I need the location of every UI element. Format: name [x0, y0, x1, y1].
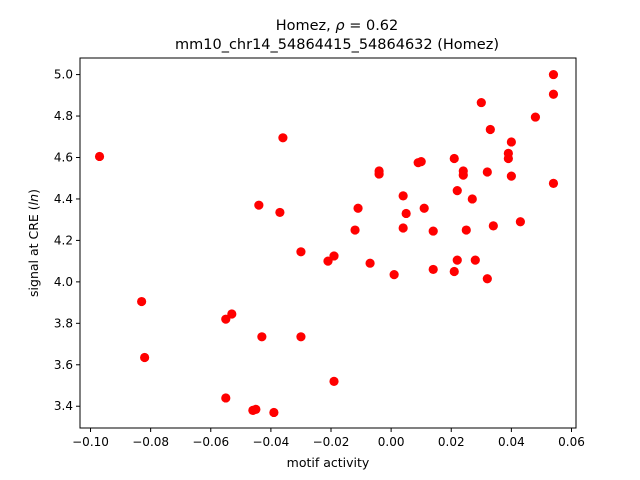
data-point — [94, 151, 105, 162]
data-point — [482, 167, 492, 177]
y-tick-label: 4.2 — [54, 233, 73, 247]
data-point — [353, 203, 363, 213]
y-tick-label: 4.0 — [54, 275, 73, 289]
data-point — [428, 226, 438, 236]
x-tick-label: 0.06 — [558, 435, 585, 449]
x-tick-label: −0.08 — [132, 435, 169, 449]
y-tick-label: 4.4 — [54, 192, 73, 206]
data-point — [329, 251, 339, 261]
data-points — [94, 69, 559, 418]
x-axis-ticks: −0.10 −0.08 −0.06 −0.04 −0.02 0.00 0.02 0.04 0.0… — [72, 428, 585, 449]
data-point — [389, 270, 399, 280]
data-point — [548, 89, 559, 99]
data-point — [140, 352, 150, 363]
data-point — [482, 274, 492, 284]
chart-title-rho: ρ — [335, 18, 345, 34]
data-point — [449, 153, 459, 164]
chart-title-line1: Homez, ρ = 0.62 — [276, 18, 399, 34]
x-tick-label: 0.00 — [378, 435, 405, 449]
data-point — [278, 133, 288, 143]
data-point — [449, 266, 459, 277]
x-tick-label: −0.02 — [313, 435, 350, 449]
y-tick-label: 3.6 — [54, 358, 73, 372]
y-tick-label: 3.8 — [54, 316, 73, 330]
data-point — [257, 332, 267, 342]
data-point — [467, 194, 477, 204]
data-point — [452, 186, 462, 196]
data-point — [548, 178, 559, 189]
data-point — [458, 170, 468, 180]
data-point — [398, 223, 408, 233]
data-point — [296, 332, 306, 342]
data-point — [530, 112, 541, 122]
data-point — [254, 200, 264, 210]
data-point — [416, 157, 426, 167]
data-point — [401, 208, 411, 219]
data-point — [251, 404, 261, 414]
data-point — [269, 407, 279, 418]
data-point — [428, 264, 438, 275]
x-axis-label: motif activity — [287, 455, 370, 470]
x-tick-label: −0.10 — [72, 435, 109, 449]
chart-title-line2: mm10_chr14_54864415_54864632 (Homez) — [175, 37, 499, 53]
x-tick-label: −0.04 — [252, 435, 289, 449]
data-point — [221, 393, 231, 403]
y-tick-label: 4.8 — [54, 109, 73, 123]
y-tick-label: 5.0 — [54, 68, 73, 82]
data-point — [323, 256, 333, 266]
y-axis-label-italic: ln — [26, 194, 41, 205]
y-axis-ticks: 3.4 3.6 3.8 4.0 4.2 4.4 4.6 4.8 5.0 — [54, 68, 80, 413]
data-point — [137, 296, 147, 307]
data-point — [275, 207, 285, 218]
chart-title-rho-value: = 0.62 — [345, 18, 399, 34]
data-point — [485, 124, 495, 135]
data-point — [227, 309, 237, 319]
data-point — [503, 148, 513, 158]
y-axis-label-suffix: ) — [26, 189, 41, 194]
data-point — [329, 376, 339, 386]
data-point — [398, 191, 408, 201]
y-axis-label-prefix: signal at CRE ( — [26, 205, 41, 297]
x-tick-label: −0.06 — [192, 435, 229, 449]
data-point — [374, 169, 384, 179]
y-tick-label: 3.4 — [54, 399, 73, 413]
plot-frame — [79, 57, 577, 429]
data-point — [548, 69, 559, 80]
data-point — [452, 255, 462, 265]
y-tick-label: 4.6 — [54, 150, 73, 164]
data-point — [515, 217, 525, 227]
data-point — [296, 247, 306, 257]
data-point — [419, 203, 429, 213]
chart-title-prefix: Homez, — [276, 18, 336, 34]
data-point — [506, 137, 516, 147]
data-point — [350, 225, 360, 235]
data-point — [476, 97, 486, 108]
data-point — [470, 255, 480, 265]
data-point — [488, 221, 498, 231]
data-point — [221, 314, 231, 324]
x-tick-label: 0.04 — [498, 435, 525, 449]
x-tick-label: 0.02 — [438, 435, 465, 449]
data-point — [365, 258, 375, 268]
y-axis-label: signal at CRE (ln) — [26, 189, 41, 297]
data-point — [506, 171, 516, 181]
data-point — [461, 225, 471, 235]
